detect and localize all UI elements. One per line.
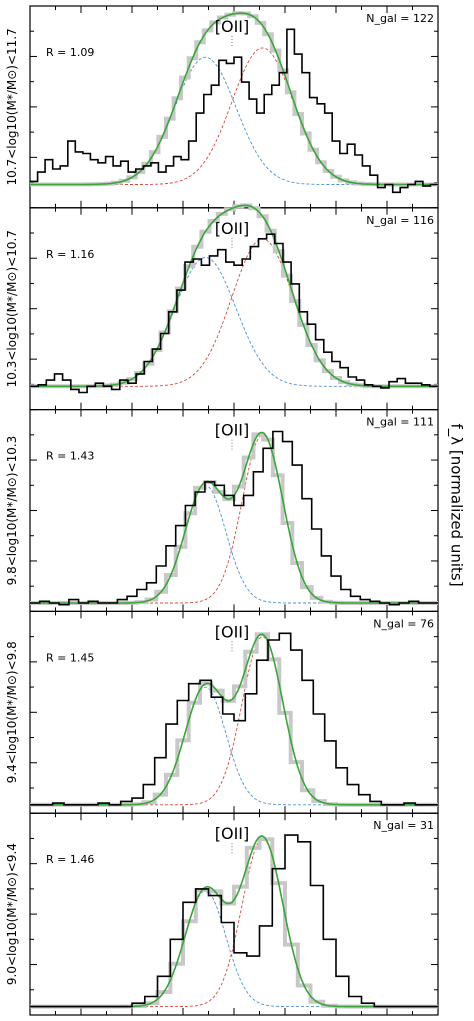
line-label: [OII] bbox=[215, 421, 250, 440]
ngal-label: N_gal = 122 bbox=[366, 12, 434, 25]
panel-ylabel: 9.4<log10(M*/M⊙)<9.8 bbox=[5, 641, 19, 783]
data-histogram bbox=[30, 632, 438, 806]
data-histogram bbox=[30, 28, 438, 194]
line-label: [OII] bbox=[215, 219, 250, 238]
panel-ylabel: 9.0<log10(M*/M⊙)<9.4 bbox=[5, 843, 19, 985]
total-fit-line bbox=[30, 204, 438, 388]
r-ratio-label: R = 1.09 bbox=[46, 46, 94, 59]
data-histogram bbox=[30, 233, 438, 394]
panel-frame bbox=[29, 409, 439, 613]
ngal-label: N_gal = 76 bbox=[373, 617, 434, 630]
panel-frame bbox=[29, 610, 439, 814]
r-ratio-label: R = 1.46 bbox=[46, 853, 94, 866]
total-fit-line bbox=[30, 12, 438, 186]
right-axis-label: f_λ [normalized units] bbox=[447, 423, 466, 586]
line-label: [OII] bbox=[215, 622, 250, 641]
red-component-line bbox=[30, 47, 438, 185]
r-ratio-label: R = 1.43 bbox=[46, 450, 94, 463]
r-ratio-label: R = 1.16 bbox=[46, 248, 94, 261]
blue-component-line bbox=[30, 686, 438, 806]
data-histogram bbox=[30, 834, 438, 1008]
line-label: [OII] bbox=[215, 824, 250, 843]
panel-ylabel: 10.3<log10(M*/M⊙)<10.7 bbox=[5, 230, 19, 387]
panel-5: [OII] R = 1.46 N_gal = 31 9.0<log10(M*/M⊙)<… bbox=[5, 812, 439, 1016]
blue-component-line bbox=[30, 257, 438, 387]
line-label: [OII] bbox=[215, 17, 250, 36]
red-component-line bbox=[30, 238, 438, 387]
blue-component-line bbox=[30, 56, 438, 185]
right-axis-label-text: f_λ [normalized units] bbox=[447, 423, 466, 586]
panel-frame bbox=[29, 207, 439, 411]
panel-ylabel: 9.8<log10(M*/M⊙)<10.3 bbox=[5, 436, 19, 586]
data-histogram bbox=[30, 430, 438, 606]
panel-3: [OII] R = 1.43 N_gal = 111 9.8<log10(M*/M⊙)… bbox=[5, 409, 439, 613]
panel-frame bbox=[29, 5, 439, 209]
r-ratio-label: R = 1.45 bbox=[46, 651, 94, 664]
panel-frame bbox=[29, 812, 439, 1016]
panel-1: [OII] R = 1.09 N_gal = 122 10.7<log10(M*/M⊙… bbox=[5, 5, 439, 209]
ngal-label: N_gal = 31 bbox=[373, 819, 434, 832]
panel-2: [OII] R = 1.16 N_gal = 116 10.3<log10(M*/M⊙… bbox=[5, 203, 439, 411]
ngal-label: N_gal = 111 bbox=[366, 416, 434, 429]
panel-ylabel: 10.7<log10(M*/M⊙)<11.7 bbox=[5, 28, 19, 185]
panel-4: [OII] R = 1.45 N_gal = 76 9.4<log10(M*/M⊙)<… bbox=[5, 610, 439, 814]
ngal-label: N_gal = 116 bbox=[366, 214, 434, 227]
